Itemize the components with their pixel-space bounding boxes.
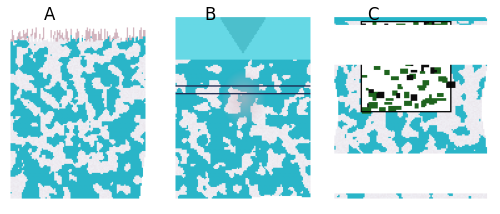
Text: A: A (44, 6, 56, 24)
Text: C: C (367, 6, 378, 24)
Text: B: B (204, 6, 216, 24)
